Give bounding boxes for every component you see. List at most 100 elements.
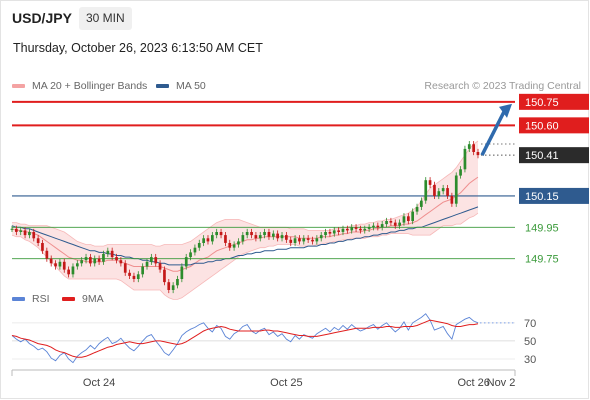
candle-body	[58, 261, 62, 267]
legend-item-ma50: MA 50	[156, 80, 206, 92]
candle-body	[167, 282, 171, 290]
level-label-150.75: 150.75	[525, 97, 559, 109]
level-badge-150.75	[519, 93, 589, 110]
candle-body	[319, 235, 323, 239]
last-price-badge	[519, 147, 589, 164]
candle-body	[128, 272, 131, 276]
candle-body	[180, 266, 184, 279]
candle-body	[415, 206, 419, 212]
rsi-tick-label: 50	[524, 336, 536, 348]
candle-body	[154, 257, 158, 264]
candle-body	[49, 258, 53, 264]
candle-body	[224, 235, 227, 243]
candle-body	[132, 275, 136, 279]
candle-body	[219, 232, 223, 236]
level-badge-150.60	[519, 117, 589, 134]
candle-body	[398, 222, 401, 226]
legend-item-rsi-ma: 9MA	[62, 293, 104, 305]
legend-item-bollinger: MA 20 + Bollinger Bands	[12, 80, 147, 92]
candle-body	[237, 241, 240, 245]
candle-body	[459, 169, 462, 176]
candle-body	[119, 260, 123, 264]
candle-body	[45, 250, 49, 259]
candle-body	[93, 258, 97, 264]
legend-swatch	[12, 84, 25, 88]
candle-body	[228, 243, 232, 248]
legend-label: 9MA	[82, 293, 104, 305]
legend-item-rsi: RSI	[12, 293, 50, 305]
candle-body	[463, 148, 467, 170]
candle-body	[337, 230, 340, 232]
candle-body	[176, 279, 179, 286]
candle-body	[32, 232, 36, 239]
candle-body	[428, 180, 432, 185]
candle-body	[106, 250, 110, 254]
candle-body	[341, 228, 345, 232]
legend-swatch	[156, 84, 169, 88]
candle-body	[110, 250, 114, 258]
candle-body	[293, 238, 297, 243]
candle-body	[280, 235, 284, 239]
x-tick-label: Oct 25	[270, 377, 302, 389]
candle-body	[23, 230, 27, 236]
candle-body	[36, 238, 40, 243]
candle-body	[97, 258, 101, 262]
candle-body	[15, 228, 18, 232]
candle-body	[123, 263, 127, 273]
candle-body	[245, 232, 249, 236]
level-label-150.60: 150.60	[525, 120, 559, 132]
legend-label: MA 50	[176, 80, 206, 92]
x-tick-label: Nov 2	[487, 377, 516, 389]
level-label-149.75: 149.75	[525, 254, 559, 266]
candle-body	[241, 235, 245, 242]
candle-body	[437, 191, 441, 196]
candle-body	[276, 233, 279, 239]
x-tick-label: Oct 26	[457, 377, 489, 389]
candle-body	[420, 200, 423, 207]
candle-body	[211, 235, 214, 242]
candle-body	[206, 238, 210, 242]
candle-body	[315, 238, 319, 242]
candle-body	[350, 227, 354, 231]
candle-body	[163, 269, 166, 283]
candle-body	[472, 144, 475, 152]
candle-body	[254, 235, 258, 239]
candle-body	[306, 238, 310, 240]
forecast-arrow-shaft	[480, 109, 507, 156]
candle-body	[150, 257, 153, 262]
candle-body	[136, 274, 140, 279]
candle-body	[76, 263, 79, 267]
candle-body	[67, 269, 70, 275]
candle-body	[62, 261, 66, 270]
level-badge-150.15	[519, 187, 589, 204]
candle-body	[332, 230, 336, 234]
candle-body	[441, 188, 445, 192]
rsi-tick-label: 30	[524, 354, 536, 366]
timeframe-badge[interactable]: 30 MIN	[79, 7, 132, 30]
candle-body	[363, 228, 367, 231]
candle-body	[10, 228, 14, 230]
candle-body	[359, 228, 362, 231]
candle-body	[346, 228, 349, 231]
legend-swatch	[12, 297, 25, 301]
bollinger-lower-line	[11, 212, 479, 300]
candle-body	[184, 257, 188, 267]
candle-body	[372, 225, 375, 228]
candle-body	[171, 285, 175, 290]
level-label-150.15: 150.15	[525, 191, 559, 203]
ma50-line	[11, 206, 479, 266]
candle-body	[272, 233, 275, 237]
legend-label: RSI	[32, 293, 50, 305]
candle-body	[202, 238, 205, 243]
candle-body	[367, 227, 371, 229]
candle-body	[250, 232, 253, 236]
rsi-tick-label: 70	[524, 318, 536, 330]
candle-body	[285, 235, 288, 240]
last-price-label: 150.41	[525, 150, 559, 162]
candle-body	[402, 216, 406, 223]
candle-body	[232, 244, 236, 248]
candle-body	[158, 263, 162, 270]
candle-body	[84, 257, 88, 261]
candle-body	[407, 216, 410, 221]
